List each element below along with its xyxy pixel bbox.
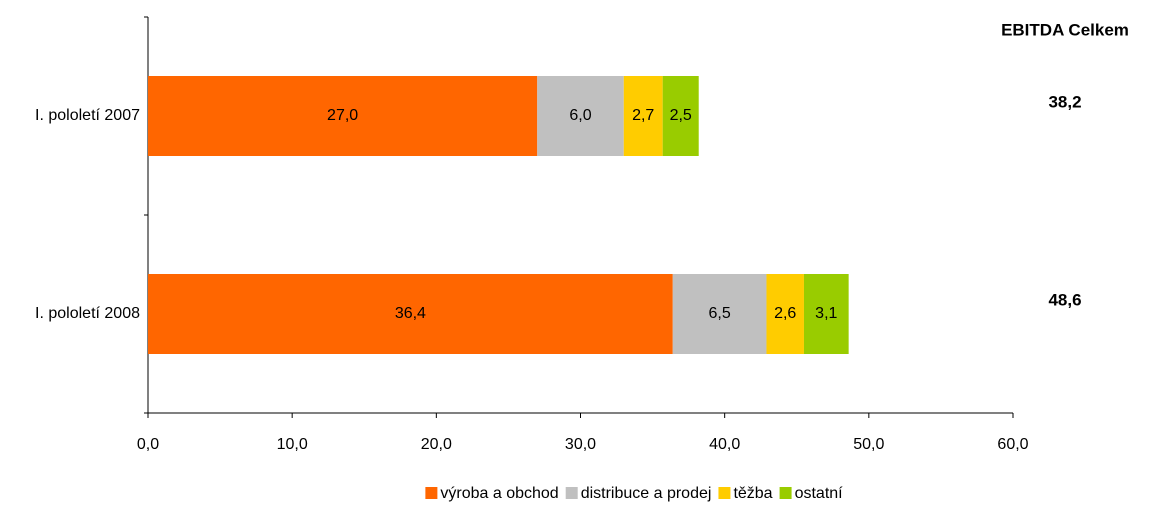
x-tick-label: 30,0 bbox=[565, 436, 596, 453]
x-tick-label: 10,0 bbox=[277, 436, 308, 453]
bar-label: 2,7 bbox=[632, 107, 654, 124]
legend-label: těžba bbox=[733, 485, 772, 502]
total-label: 48,6 bbox=[1048, 290, 1081, 309]
bar-segment bbox=[537, 76, 624, 156]
y-tick-label: I. pololetí 2007 bbox=[35, 107, 140, 124]
bar-label: 6,0 bbox=[569, 107, 591, 124]
bar-label: 2,5 bbox=[670, 107, 692, 124]
legend-swatch bbox=[425, 487, 438, 499]
bar-segment bbox=[148, 76, 538, 156]
x-tick-label: 20,0 bbox=[421, 436, 452, 453]
bar-segment bbox=[672, 274, 767, 354]
x-tick-label: 60,0 bbox=[997, 436, 1028, 453]
bar-label: 2,6 bbox=[774, 305, 796, 322]
x-tick-label: 0,0 bbox=[137, 436, 159, 453]
legend-swatch bbox=[779, 487, 792, 499]
total-label: 38,2 bbox=[1048, 92, 1081, 111]
bar-label: 3,1 bbox=[815, 305, 837, 322]
legend-swatch bbox=[565, 487, 578, 499]
y-tick-label: I. pololetí 2008 bbox=[35, 305, 140, 322]
x-tick-label: 40,0 bbox=[709, 436, 740, 453]
bar-segment bbox=[662, 76, 699, 156]
bar-segment bbox=[148, 274, 673, 354]
bar-segment bbox=[803, 274, 849, 354]
bar-segment bbox=[623, 76, 663, 156]
x-tick-label: 50,0 bbox=[853, 436, 884, 453]
legend-label: ostatní bbox=[795, 485, 844, 502]
legend-swatch bbox=[718, 487, 731, 499]
totals-title: EBITDA Celkem bbox=[1001, 20, 1129, 39]
legend-label: distribuce a prodej bbox=[581, 485, 712, 502]
legend-label: výroba a obchod bbox=[440, 485, 558, 502]
bar-label: 27,0 bbox=[327, 107, 358, 124]
bar-segment bbox=[766, 274, 804, 354]
bar-label: 36,4 bbox=[395, 305, 426, 322]
bar-label: 6,5 bbox=[708, 305, 730, 322]
